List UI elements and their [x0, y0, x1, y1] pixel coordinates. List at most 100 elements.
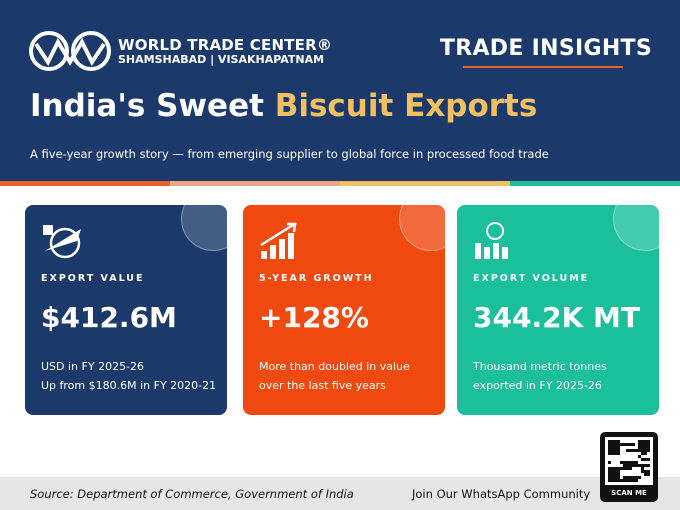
qr-cell [641, 452, 644, 455]
qr-cell [644, 446, 647, 449]
qr-cell [614, 449, 617, 452]
qr-cell [644, 452, 647, 455]
qr-cell [611, 476, 614, 479]
card-note: Up from $180.6M in FY 2020-21 [41, 379, 217, 392]
qr-cell [647, 473, 650, 476]
qr-cell [626, 467, 629, 470]
card: EXPORT VOLUME 344.2K MT Thousand metric … [457, 205, 659, 415]
card-label: EXPORT VOLUME [473, 273, 590, 284]
qr-cell [617, 479, 620, 482]
card-note: exported in FY 2025-26 [473, 379, 602, 392]
qr-cell [617, 449, 620, 452]
qr-cell [617, 473, 620, 476]
qr-cell [614, 479, 617, 482]
qr-cell [632, 449, 635, 452]
qr-cell [632, 479, 635, 482]
qr-cell [638, 464, 641, 467]
qr-cell [608, 476, 611, 479]
qr-cell [620, 479, 623, 482]
card-label: EXPORT VALUE [41, 273, 145, 284]
title: India's Sweet Biscuit Exports [30, 88, 537, 124]
card-value: $412.6M [41, 301, 177, 334]
qr-cell [614, 476, 617, 479]
qr-cell [617, 470, 620, 473]
qr-cell [626, 464, 629, 467]
qr-cell [608, 440, 611, 443]
qr-cell [644, 449, 647, 452]
badge-underline [463, 66, 623, 68]
qr-cell [641, 464, 644, 467]
qr-cell [641, 458, 644, 461]
qr-cell [611, 452, 614, 455]
qr-cell [638, 446, 641, 449]
qr-cell [620, 461, 623, 464]
qr-cell [608, 452, 611, 455]
qr-cell [632, 476, 635, 479]
qr-code[interactable] [600, 432, 658, 502]
qr-cell [644, 440, 647, 443]
qr-cell [620, 467, 623, 470]
qr-cell [611, 473, 614, 476]
qr-cell [647, 440, 650, 443]
qr-cell [608, 449, 611, 452]
qr-pattern [605, 437, 653, 485]
qr-cell [635, 464, 638, 467]
qr-cell [626, 461, 629, 464]
card-label: 5-YEAR GROWTH [259, 273, 374, 284]
qr-cell [638, 443, 641, 446]
qr-cell [635, 461, 638, 464]
qr-cell [611, 443, 614, 446]
qr-cell [629, 449, 632, 452]
qr-cell [617, 467, 620, 470]
qr-cell [626, 443, 629, 446]
card-value: +128% [259, 301, 369, 334]
community-link[interactable]: Join Our WhatsApp Community [412, 487, 591, 501]
header [0, 0, 680, 183]
qr-cell [614, 440, 617, 443]
qr-cell [629, 443, 632, 446]
qr-cell [617, 440, 620, 443]
qr-cell [638, 440, 641, 443]
card-note: USD in FY 2025-26 [41, 360, 145, 373]
qr-cell [647, 443, 650, 446]
qr-cell [638, 449, 641, 452]
qr-cell [620, 443, 623, 446]
qr-cell [623, 479, 626, 482]
qr-cell [614, 467, 617, 470]
qr-cell [611, 470, 614, 473]
qr-cell [614, 443, 617, 446]
badge: TRADE INSIGHTS [439, 36, 652, 61]
card-value: 344.2K MT [473, 301, 640, 334]
qr-cell [647, 458, 650, 461]
qr-cell [608, 479, 611, 482]
qr-cell [614, 470, 617, 473]
qr-cell [629, 464, 632, 467]
source: Source: Department of Commerce, Governme… [30, 487, 354, 501]
qr-label: SCAN ME [611, 489, 647, 497]
qr-cell [623, 467, 626, 470]
logo-mark [29, 31, 111, 71]
qr-cell [641, 470, 644, 473]
title-highlight: Biscuit Exports [274, 88, 538, 124]
card-icon [475, 222, 508, 259]
qr-cell [608, 446, 611, 449]
card-note: More than doubled in value [259, 360, 410, 373]
qr-cell [617, 476, 620, 479]
qr-cell [623, 443, 626, 446]
logo-subtitle: SHAMSHABAD | VISAKHAPATNAM [118, 53, 325, 66]
qr-cell [629, 479, 632, 482]
qr-cell [626, 449, 629, 452]
qr-cell [644, 470, 647, 473]
qr-cell [611, 467, 614, 470]
qr-cell [608, 473, 611, 476]
color-stripe [0, 181, 680, 186]
qr-cell [614, 473, 617, 476]
qr-cell [617, 446, 620, 449]
subtitle: A five-year growth story — from emerging… [30, 147, 549, 161]
qr-cell [608, 443, 611, 446]
qr-cell [635, 476, 638, 479]
qr-cell [644, 458, 647, 461]
qr-cell [611, 449, 614, 452]
qr-cell [608, 461, 611, 464]
